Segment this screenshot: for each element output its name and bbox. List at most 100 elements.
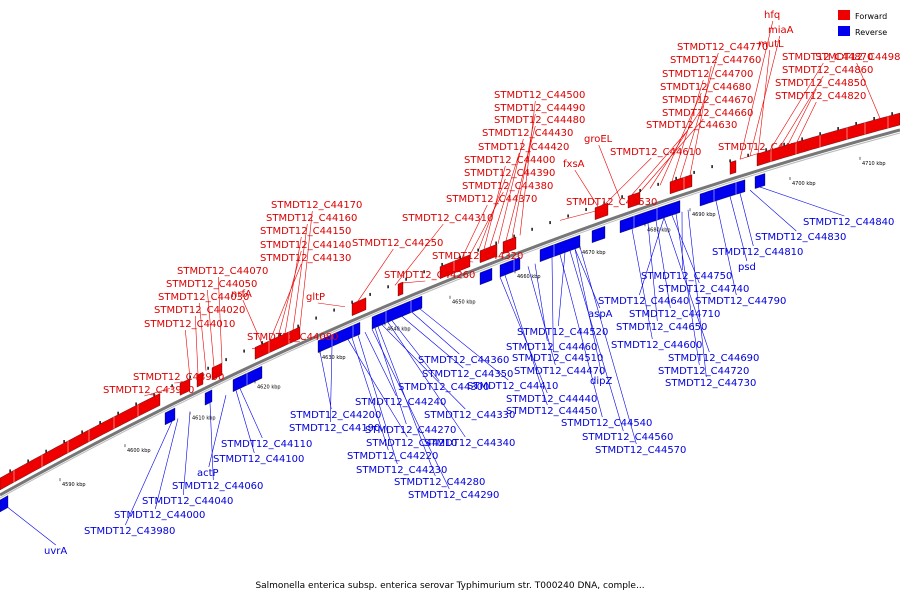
reverse-leader-line: [351, 337, 389, 451]
forward-gene-label-stmdt12-c44780[interactable]: STMDT12_C44780: [718, 142, 809, 153]
forward-gene-label-stmdt12-c44260[interactable]: STMDT12_C44260: [384, 270, 475, 281]
forward-gene-label-stmdt12-c44480[interactable]: STMDT12_C44480: [494, 115, 585, 126]
forward-gene-label-stmdt12-c44660[interactable]: STMDT12_C44660: [662, 108, 753, 119]
reverse-gene-label-stmdt12-c44270[interactable]: STMDT12_C44270: [365, 425, 456, 436]
forward-gene-label-stmdt12-c44370[interactable]: STMDT12_C44370: [446, 194, 537, 205]
forward-gene-label-stmdt12-c44850[interactable]: STMDT12_C44850: [775, 78, 866, 89]
reverse-gene-label-stmdt12-c44230[interactable]: STMDT12_C44230: [356, 465, 447, 476]
reverse-gene-label-stmdt12-c44350[interactable]: STMDT12_C44350: [422, 369, 513, 380]
forward-gene-label-stmdt12-c44670[interactable]: STMDT12_C44670: [662, 95, 753, 106]
forward-gene-label-stmdt12-c44080[interactable]: STMDT12_C44080: [247, 332, 338, 343]
reverse-gene-label-stmdt12-c44470[interactable]: STMDT12_C44470: [514, 366, 605, 377]
reverse-gene-label-stmdt12-c44560[interactable]: STMDT12_C44560: [582, 432, 673, 443]
forward-gene-label-fxsa[interactable]: fxsA: [563, 159, 585, 170]
reverse-gene-label-stmdt12-c44740[interactable]: STMDT12_C44740: [658, 284, 749, 295]
reverse-gene-label-stmdt12-c44100[interactable]: STMDT12_C44100: [213, 454, 304, 465]
forward-gene-label-stmdt12-c44490[interactable]: STMDT12_C44490: [494, 103, 585, 114]
forward-gene-label-stmdt12-c44030[interactable]: STMDT12_C44030: [158, 292, 249, 303]
reverse-gene-label-stmdt12-c44290[interactable]: STMDT12_C44290: [408, 490, 499, 501]
reverse-gene-label-stmdt12-c44810[interactable]: STMDT12_C44810: [712, 247, 803, 258]
reverse-gene-label-stmdt12-c44750[interactable]: STMDT12_C44750: [641, 271, 732, 282]
reverse-gene-label-stmdt12-c44240[interactable]: STMDT12_C44240: [355, 397, 446, 408]
reverse-gene-label-stmdt12-c44830[interactable]: STMDT12_C44830: [755, 232, 846, 243]
reverse-gene-label-stmdt12-c44210[interactable]: STMDT12_C44210: [366, 438, 457, 449]
reverse-gene-label-actp[interactable]: actP: [197, 468, 219, 479]
forward-gene-label-gltp[interactable]: gltP: [306, 292, 325, 303]
forward-gene-label-stmdt12-c44400[interactable]: STMDT12_C44400: [464, 155, 555, 166]
reverse-gene-label-stmdt12-c44360[interactable]: STMDT12_C44360: [418, 355, 509, 366]
forward-gene-label-stmdt12-c44020[interactable]: STMDT12_C44020: [154, 305, 245, 316]
forward-gene-label-stmdt12-c44530[interactable]: STMDT12_C44530: [566, 197, 657, 208]
reverse-gene-label-stmdt12-c44190[interactable]: STMDT12_C44190: [289, 423, 380, 434]
reverse-gene-label-stmdt12-c44280[interactable]: STMDT12_C44280: [394, 477, 485, 488]
forward-gene-label-miaa[interactable]: miaA: [768, 25, 794, 36]
reverse-gene-label-stmdt12-c44300[interactable]: STMDT12_C44300: [398, 382, 489, 393]
forward-gene-label-stmdt12-c44170[interactable]: STMDT12_C44170: [271, 200, 362, 211]
reverse-gene-label-stmdt12-c44110[interactable]: STMDT12_C44110: [221, 439, 312, 450]
reverse-gene-label-stmdt12-c44840[interactable]: STMDT12_C44840: [803, 217, 894, 228]
forward-gene-label-stmdt12-c44760[interactable]: STMDT12_C44760: [670, 55, 761, 66]
reverse-gene-label-stmdt12-c44790[interactable]: STMDT12_C44790: [695, 296, 786, 307]
forward-gene-label-stmdt12-c44320[interactable]: STMDT12_C44320: [432, 251, 523, 262]
forward-gene-label-mutl[interactable]: mutL: [758, 39, 784, 50]
reverse-gene-label-stmdt12-c44520[interactable]: STMDT12_C44520: [517, 327, 608, 338]
forward-gene-label-stmdt12-c44870[interactable]: STMDT12_C44870: [782, 52, 873, 63]
forward-gene-label-stmdt12-c44420[interactable]: STMDT12_C44420: [478, 142, 569, 153]
forward-gene-label-stmdt12-c44390[interactable]: STMDT12_C44390: [464, 168, 555, 179]
forward-gene-label-stmdt12-c44820[interactable]: STMDT12_C44820: [775, 91, 866, 102]
reverse-gene-label-stmdt12-c44600[interactable]: STMDT12_C44600: [611, 340, 702, 351]
reverse-gene-label-stmdt12-c44040[interactable]: STMDT12_C44040: [142, 496, 233, 507]
forward-gene-label-stmdt12-c44430[interactable]: STMDT12_C44430: [482, 128, 573, 139]
reverse-gene-label-stmdt12-c44650[interactable]: STMDT12_C44650: [616, 322, 707, 333]
forward-gene-label-stmdt12-c44130[interactable]: STMDT12_C44130: [260, 253, 351, 264]
forward-gene-label-stmdt12-c44250[interactable]: STMDT12_C44250: [352, 238, 443, 249]
forward-gene-label-nrfa[interactable]: nrfA: [231, 289, 252, 300]
reverse-gene-label-stmdt12-c44000[interactable]: STMDT12_C44000: [114, 510, 205, 521]
reverse-gene-label-stmdt12-c44540[interactable]: STMDT12_C44540: [561, 418, 652, 429]
reverse-gene-label-dipz[interactable]: dipZ: [590, 376, 612, 387]
reverse-gene-label-stmdt12-c44220[interactable]: STMDT12_C44220: [347, 451, 438, 462]
reverse-gene-label-stmdt12-c44450[interactable]: STMDT12_C44450: [506, 406, 597, 417]
reverse-gene-label-stmdt12-c44720[interactable]: STMDT12_C44720: [658, 366, 749, 377]
forward-gene-label-stmdt12-c44140[interactable]: STMDT12_C44140: [260, 240, 351, 251]
forward-gene-label-stmdt12-c44010[interactable]: STMDT12_C44010: [144, 319, 235, 330]
forward-gene-label-stmdt12-c44310[interactable]: STMDT12_C44310: [402, 213, 493, 224]
reverse-gene-label-stmdt12-c44340[interactable]: STMDT12_C44340: [424, 438, 515, 449]
small-marker: [351, 300, 353, 304]
reverse-gene-label-stmdt12-c44410[interactable]: STMDT12_C44410: [467, 381, 558, 392]
forward-gene-label-stmdt12-c43990[interactable]: STMDT12_C43990: [133, 372, 224, 383]
reverse-gene-label-aspa[interactable]: aspA: [588, 309, 613, 320]
forward-gene-label-stmdt12-c44380[interactable]: STMDT12_C44380: [462, 181, 553, 192]
forward-gene-label-stmdt12-c44610[interactable]: STMDT12_C44610: [610, 147, 701, 158]
reverse-gene-label-stmdt12-c44730[interactable]: STMDT12_C44730: [665, 378, 756, 389]
reverse-gene-label-stmdt12-c44200[interactable]: STMDT12_C44200: [290, 410, 381, 421]
forward-gene-label-stmdt12-c44050[interactable]: STMDT12_C44050: [166, 279, 257, 290]
forward-gene-label-stmdt12-c44150[interactable]: STMDT12_C44150: [260, 226, 351, 237]
reverse-gene-label-stmdt12-c43980[interactable]: STMDT12_C43980: [84, 526, 175, 537]
reverse-gene-label-stmdt12-c44570[interactable]: STMDT12_C44570: [595, 445, 686, 456]
forward-gene-label-hfq[interactable]: hfq: [764, 10, 780, 21]
reverse-gene-label-stmdt12-c44440[interactable]: STMDT12_C44440: [506, 394, 597, 405]
reverse-gene-label-stmdt12-c44060[interactable]: STMDT12_C44060: [172, 481, 263, 492]
reverse-gene-label-uvra[interactable]: uvrA: [44, 546, 67, 557]
forward-gene-label-groel[interactable]: groEL: [584, 134, 613, 145]
reverse-gene-label-psd[interactable]: psd: [738, 262, 756, 273]
reverse-gene-label-stmdt12-c44710[interactable]: STMDT12_C44710: [629, 309, 720, 320]
reverse-gene-label-stmdt12-c44460[interactable]: STMDT12_C44460: [506, 342, 597, 353]
forward-gene-label-stmdt12-c43970[interactable]: STMDT12_C43970: [103, 385, 194, 396]
forward-gene-label-stmdt12-c44500[interactable]: STMDT12_C44500: [494, 90, 585, 101]
reverse-gene-label-stmdt12-c44640[interactable]: STMDT12_C44640: [598, 296, 689, 307]
forward-gene-label-stmdt12-c44700[interactable]: STMDT12_C44700: [662, 69, 753, 80]
forward-gene-label-stmdt12-c44860[interactable]: STMDT12_C44860: [782, 65, 873, 76]
reverse-gene-label-stmdt12-c44330[interactable]: STMDT12_C44330: [424, 410, 515, 421]
forward-gene-label-stmdt12-c44980[interactable]: STMDT12_C44980: [815, 52, 900, 63]
forward-gene-label-stmdt12-c44680[interactable]: STMDT12_C44680: [660, 82, 751, 93]
reverse-gene-label-stmdt12-c44510[interactable]: STMDT12_C44510: [512, 353, 603, 364]
forward-leader-line: [489, 152, 520, 247]
forward-gene-label-stmdt12-c44160[interactable]: STMDT12_C44160: [266, 213, 357, 224]
forward-gene-label-stmdt12-c44770[interactable]: STMDT12_C44770: [677, 42, 768, 53]
reverse-gene-label-stmdt12-c44690[interactable]: STMDT12_C44690: [668, 353, 759, 364]
forward-leader-line: [144, 388, 171, 397]
forward-gene-label-stmdt12-c44630[interactable]: STMDT12_C44630: [646, 120, 737, 131]
forward-gene-label-stmdt12-c44070[interactable]: STMDT12_C44070: [177, 266, 268, 277]
